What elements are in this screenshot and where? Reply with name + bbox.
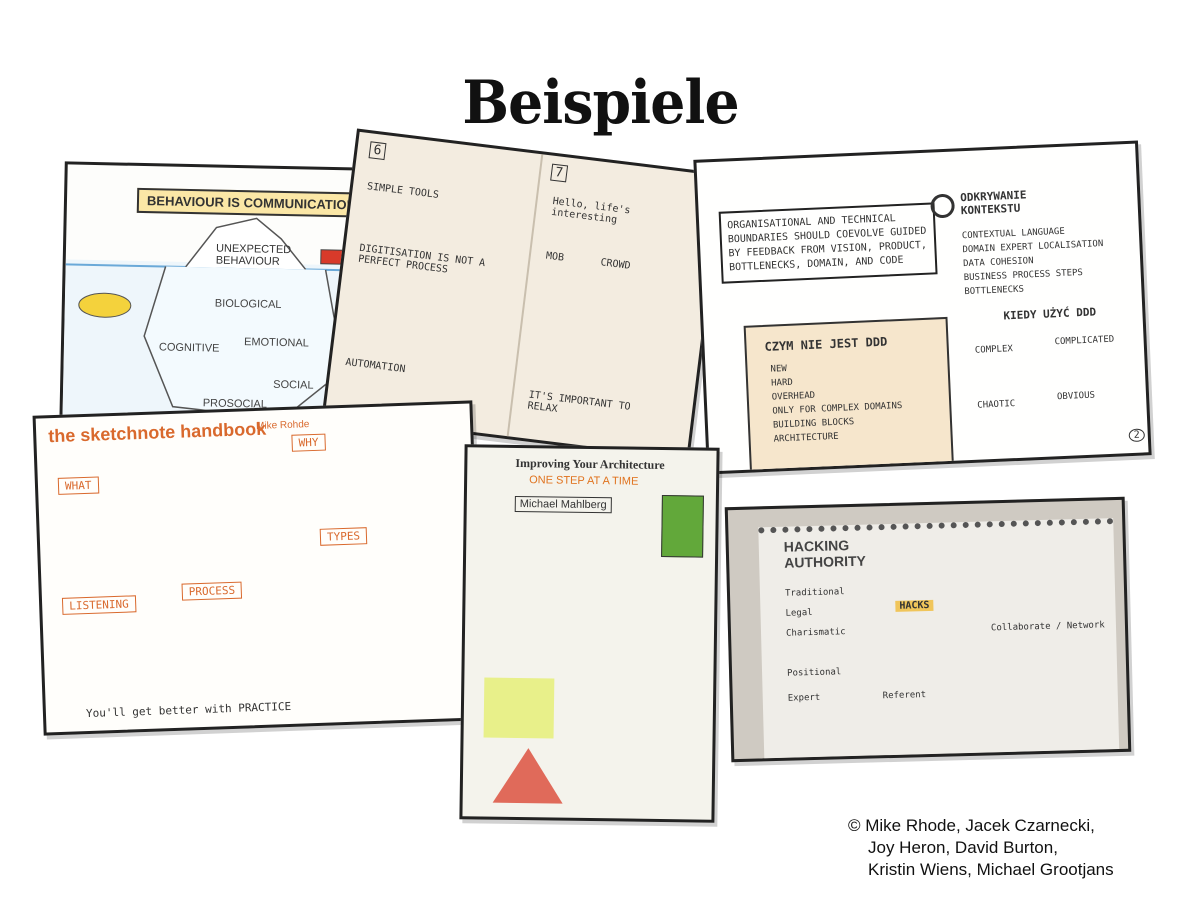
green-highlight	[483, 677, 555, 739]
ddd-quadrant: COMPLICATED	[1054, 334, 1115, 348]
credit-line: Kristin Wiens, Michael Grootjans	[868, 860, 1114, 879]
magnifier-icon	[930, 193, 956, 219]
hacking-item: Referent	[882, 690, 927, 702]
behaviour-top-label: UNEXPECTED BEHAVIOUR	[215, 242, 292, 268]
ddd-context-item: BOTTLENECKS	[964, 284, 1025, 298]
notebook-note: MOB	[545, 250, 565, 264]
handbook-title: the sketchnote handbook	[47, 418, 267, 447]
hacking-item: Legal	[785, 608, 813, 619]
notebook-note: AUTOMATION	[344, 356, 406, 376]
handbook-section: WHY	[291, 433, 326, 452]
notebook-note: DIGITISATION IS NOT A PERFECT PROCESS	[357, 242, 486, 276]
pyramid-illustration	[492, 747, 564, 804]
behaviour-label: BIOLOGICAL	[214, 297, 282, 311]
handbook-footer: You'll get better with PRACTICE	[85, 699, 292, 721]
notebook-note: SIMPLE TOOLS	[366, 181, 440, 201]
notebook-left-page-number: 6	[368, 141, 387, 161]
notebook-note: CROWD	[599, 257, 632, 272]
ddd-sketch: ORGANISATIONAL AND TECHNICAL BOUNDARIES …	[693, 140, 1152, 475]
books-illustration	[661, 494, 704, 558]
architecture-sketch: Improving Your Architecture ONE STEP AT …	[459, 444, 720, 823]
hacking-item: HACKS	[895, 599, 934, 612]
credit-line: © Mike Rhode, Jacek Czarnecki,	[848, 816, 1095, 835]
ddd-context-title: ODKRYWANIE KONTEKSTU	[959, 188, 1027, 218]
notebook-right-page-number: 7	[550, 163, 568, 183]
architecture-subtitle: ONE STEP AT A TIME	[529, 474, 639, 488]
notebook-note: IT'S IMPORTANT TO RELAX	[526, 389, 632, 416]
hacking-item: Traditional	[784, 587, 845, 599]
handbook-section: PROCESS	[181, 581, 243, 601]
iceberg-illustration	[62, 217, 415, 434]
handbook-section: LISTENING	[61, 595, 137, 615]
ddd-when-title: KIEDY UŻYĆ DDD	[1003, 305, 1097, 323]
behaviour-sketch: BEHAVIOUR IS COMMUNICATION UNEXPECTED BE…	[59, 161, 415, 434]
ddd-notdd-item: OVERHEAD	[771, 390, 816, 403]
slide-title: Beispiele	[462, 68, 739, 138]
handbook-author: Mike Rohde	[255, 419, 310, 432]
ddd-notdd-item: HARD	[770, 377, 794, 389]
handbook-section: WHAT	[57, 476, 99, 495]
architecture-speaker: Michael Mahlberg	[514, 495, 612, 514]
ddd-quote: ORGANISATIONAL AND TECHNICAL BOUNDARIES …	[718, 202, 938, 284]
credits: © Mike Rhode, Jacek Czarnecki, Joy Heron…	[848, 815, 1188, 881]
ddd-context-item: BUSINESS PROCESS STEPS	[963, 267, 1084, 284]
handbook-sketch: the sketchnote handbook Mike Rohde WHAT …	[32, 400, 484, 736]
hacking-item: Charismatic	[785, 627, 846, 639]
architecture-title: Improving Your Architecture	[515, 455, 665, 473]
ddd-page-number: 2	[1128, 428, 1146, 443]
ddd-quadrant: OBVIOUS	[1056, 390, 1096, 403]
ddd-context-item: DATA COHESION	[962, 256, 1034, 270]
hacking-item: Positional	[786, 667, 842, 679]
behaviour-banner: BEHAVIOUR IS COMMUNICATION	[136, 187, 367, 218]
credit-line: Joy Heron, David Burton,	[868, 838, 1058, 857]
ddd-context-item: CONTEXTUAL LANGUAGE	[961, 226, 1066, 242]
behaviour-label: COGNITIVE	[158, 341, 220, 355]
ddd-quadrant: CHAOTIC	[977, 399, 1016, 411]
ddd-quadrant: COMPLEX	[974, 344, 1014, 356]
handbook-section: TYPES	[319, 527, 368, 546]
behaviour-label: EMOTIONAL	[243, 336, 309, 350]
hacking-sketch: HACKING AUTHORITY Traditional Legal Char…	[724, 496, 1132, 763]
ddd-notdd-item: NEW	[770, 363, 788, 375]
ddd-context-item: DOMAIN EXPERT LOCALISATION	[962, 239, 1104, 256]
behaviour-label: SOCIAL	[273, 378, 314, 392]
hacking-item: Expert	[787, 692, 821, 704]
notebook-note: Hello, life's interesting	[550, 195, 631, 226]
hacking-title: HACKING AUTHORITY	[783, 537, 867, 571]
